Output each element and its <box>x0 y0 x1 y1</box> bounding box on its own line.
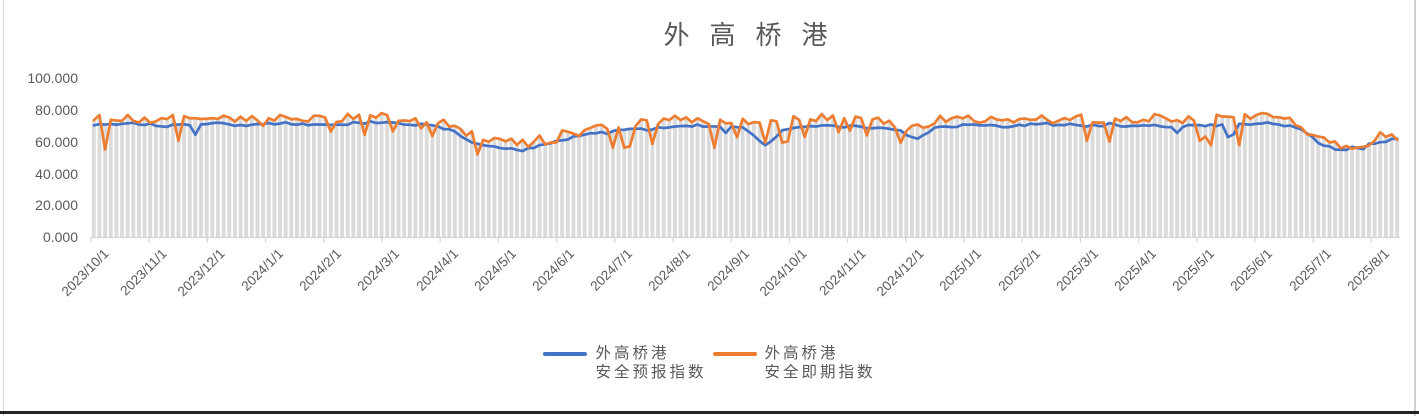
y-axis-label: 20.000 <box>35 197 78 213</box>
legend-label-line1: 外高桥港 <box>595 345 670 362</box>
chart-title: 外高桥港 <box>663 20 848 50</box>
series-line-forecast[interactable] <box>92 119 1399 153</box>
legend-label-line1: 外高桥港 <box>764 345 839 362</box>
y-axis-label: 100.000 <box>27 70 78 86</box>
series-line-spot[interactable] <box>92 111 1399 156</box>
y-axis-labels: 100.000 80.000 60.000 40.000 20.000 0.00… <box>0 0 80 300</box>
y-axis-label: 80.000 <box>35 102 78 118</box>
legend-label-line2: 安全预报指数 <box>595 364 707 381</box>
x-axis <box>90 236 1400 243</box>
window-edge-right <box>1414 0 1416 416</box>
legend-label-forecast: 外高桥港 安全预报指数 <box>595 344 706 382</box>
legend: 外高桥港 安全预报指数 外高桥港 安全即期指数 <box>0 344 1419 382</box>
legend-label-spot: 外高桥港 安全即期指数 <box>765 344 876 382</box>
y-axis-label: 60.000 <box>35 134 78 150</box>
legend-item-spot-index[interactable]: 外高桥港 安全即期指数 <box>712 344 876 382</box>
legend-line-swatch-blue <box>543 352 588 356</box>
droplines-layer <box>91 114 1400 238</box>
window-edge-left <box>3 0 4 416</box>
legend-label-line2: 安全即期指数 <box>764 364 876 381</box>
legend-line-swatch-orange <box>712 352 757 356</box>
y-axis-label: 0.000 <box>42 229 78 245</box>
legend-item-forecast-index[interactable]: 外高桥港 安全预报指数 <box>543 344 706 382</box>
window-edge-bottom <box>0 411 1419 414</box>
y-axis-label: 40.000 <box>35 166 78 182</box>
